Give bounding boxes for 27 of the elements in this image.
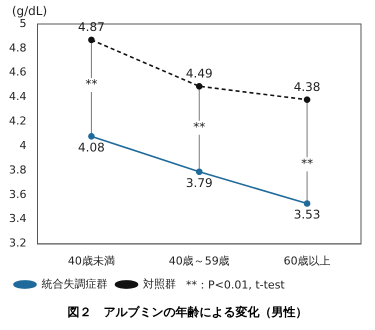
y-tick-label: 4.2 (8, 114, 26, 128)
y-tick-label: 4 (19, 138, 26, 152)
y-tick-label: 3.8 (8, 163, 26, 176)
data-label: 4.38 (294, 80, 320, 94)
y-tick-label: 3.4 (8, 212, 26, 226)
y-axis-title: (g/dL) (12, 4, 48, 18)
annotation: ** (85, 77, 98, 92)
data-label: 4.87 (78, 20, 105, 34)
annotation: ** (193, 120, 206, 134)
x-tick-label: 40歳～59歳 (168, 254, 230, 268)
data-label: 4.49 (186, 66, 213, 80)
annotation: ** (301, 156, 314, 171)
text: **：P<0.01, t-test (186, 278, 286, 292)
y-tick-label: 4.8 (8, 41, 26, 54)
y-tick-label: 3.2 (8, 236, 26, 250)
data-label: 3.79 (186, 176, 213, 190)
y-tick-label: 3.6 (8, 188, 26, 201)
y-tick-label: 5 (19, 16, 26, 30)
x-tick-label: 60歳以上 (284, 254, 331, 268)
text: 図２ アルブミンの年齢による変化（男性） (66, 304, 308, 321)
legend-label: 対照群 (143, 277, 176, 290)
data-label: 3.53 (294, 208, 320, 222)
legend-label: 統合失調症群 (42, 277, 108, 290)
y-tick-label: 4.6 (8, 66, 26, 79)
y-tick-label: 4.4 (8, 90, 26, 104)
data-label: 4.08 (78, 140, 105, 154)
x-tick-label: 40歳未満 (68, 254, 115, 268)
